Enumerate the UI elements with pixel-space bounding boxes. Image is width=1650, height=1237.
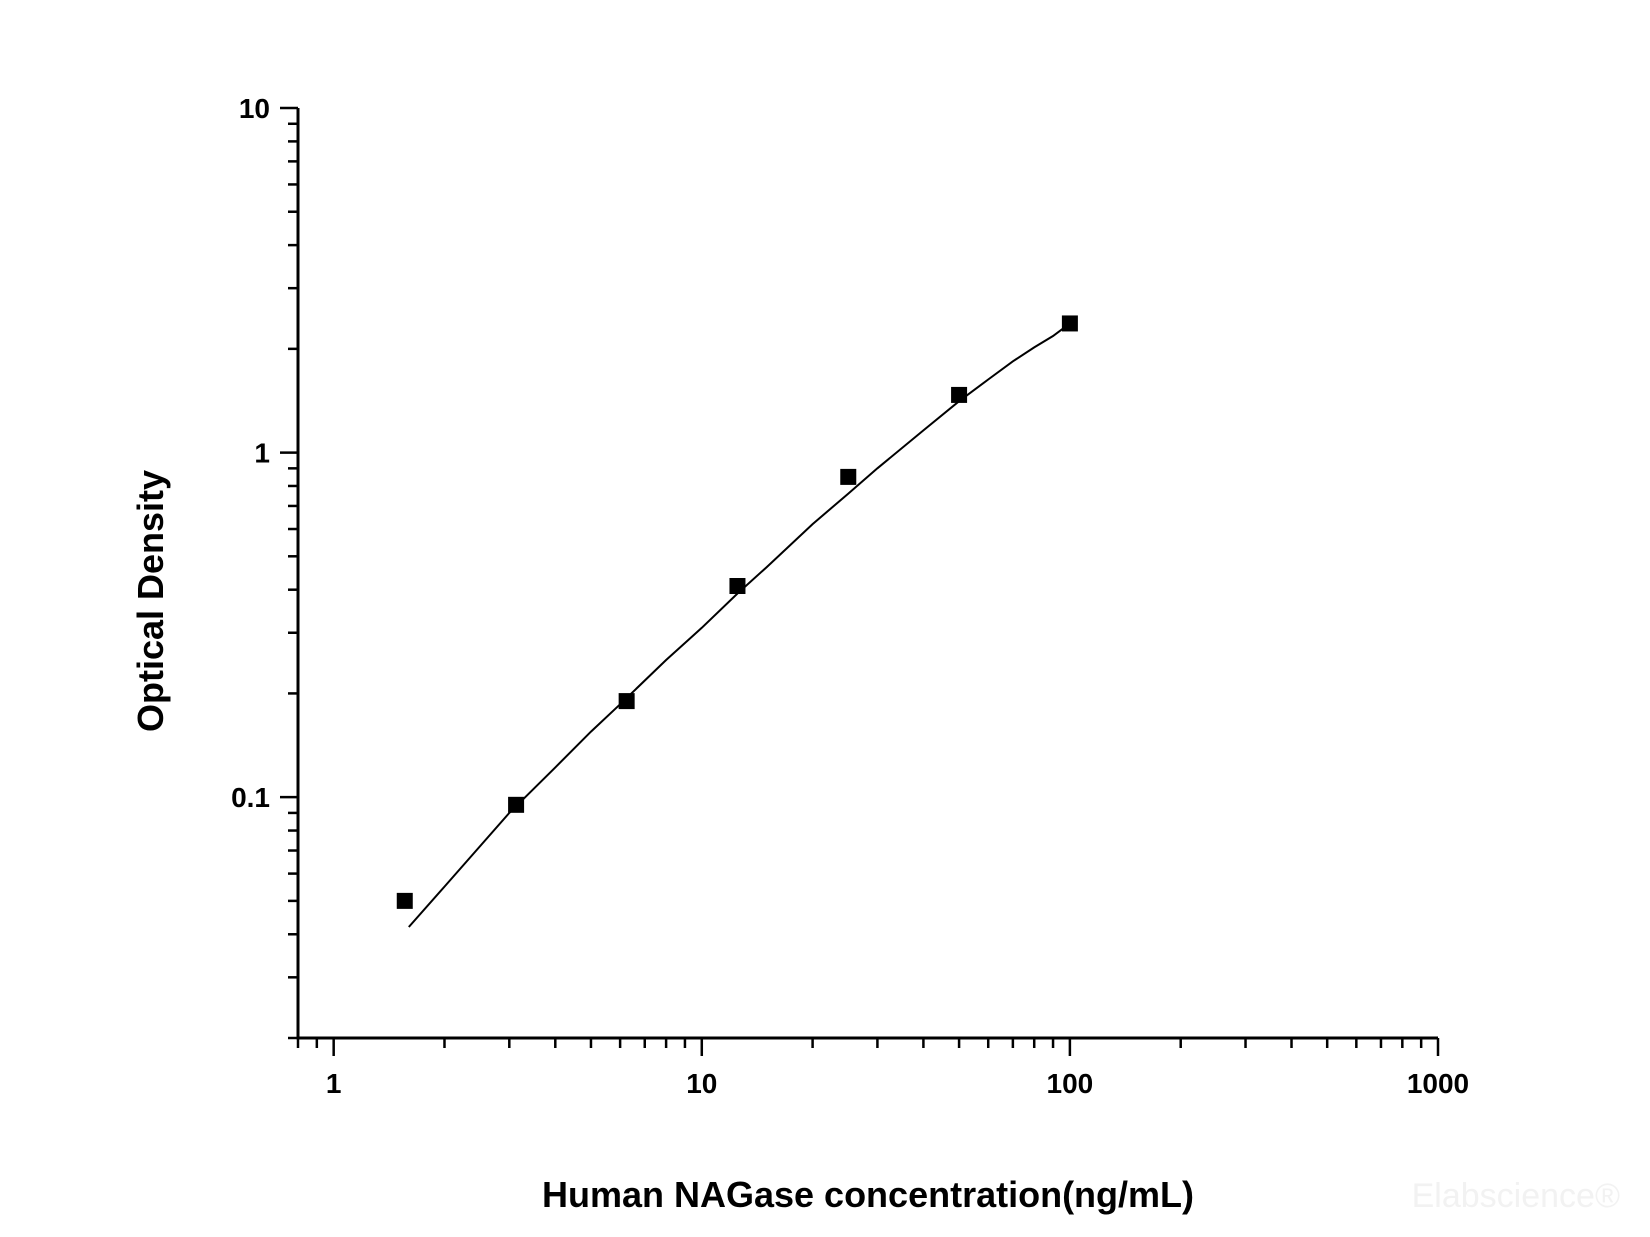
data-point — [396, 892, 413, 909]
data-point — [508, 796, 525, 813]
data-point — [840, 468, 857, 485]
data-point — [618, 693, 635, 710]
x-axis-title: Human NAGase concentration(ng/mL) — [542, 1174, 1194, 1215]
ticks-layer — [280, 106, 1440, 1056]
y-tick-label: 0.1 — [231, 782, 270, 813]
x-tick-label: 100 — [1047, 1068, 1094, 1099]
data-points-layer — [396, 315, 1078, 909]
watermark-logo: Elabscience® — [1412, 1177, 1620, 1215]
x-tick-label: 10 — [686, 1068, 717, 1099]
x-tick-label: 1000 — [1407, 1068, 1469, 1099]
data-point — [1061, 315, 1078, 332]
data-point — [951, 386, 968, 403]
data-point — [729, 578, 746, 595]
y-tick-label: 1 — [254, 438, 270, 469]
axes — [296, 108, 1438, 1040]
x-tick-label: 1 — [326, 1068, 342, 1099]
tick-labels-layer: 0.1 1 10 1 10 100 1000 — [231, 93, 1469, 1099]
fit-curve-layer — [408, 322, 1071, 928]
y-tick-label: 10 — [239, 93, 270, 124]
fit-curve-line — [408, 322, 1071, 928]
y-axis-title: Optical Density — [130, 470, 171, 732]
